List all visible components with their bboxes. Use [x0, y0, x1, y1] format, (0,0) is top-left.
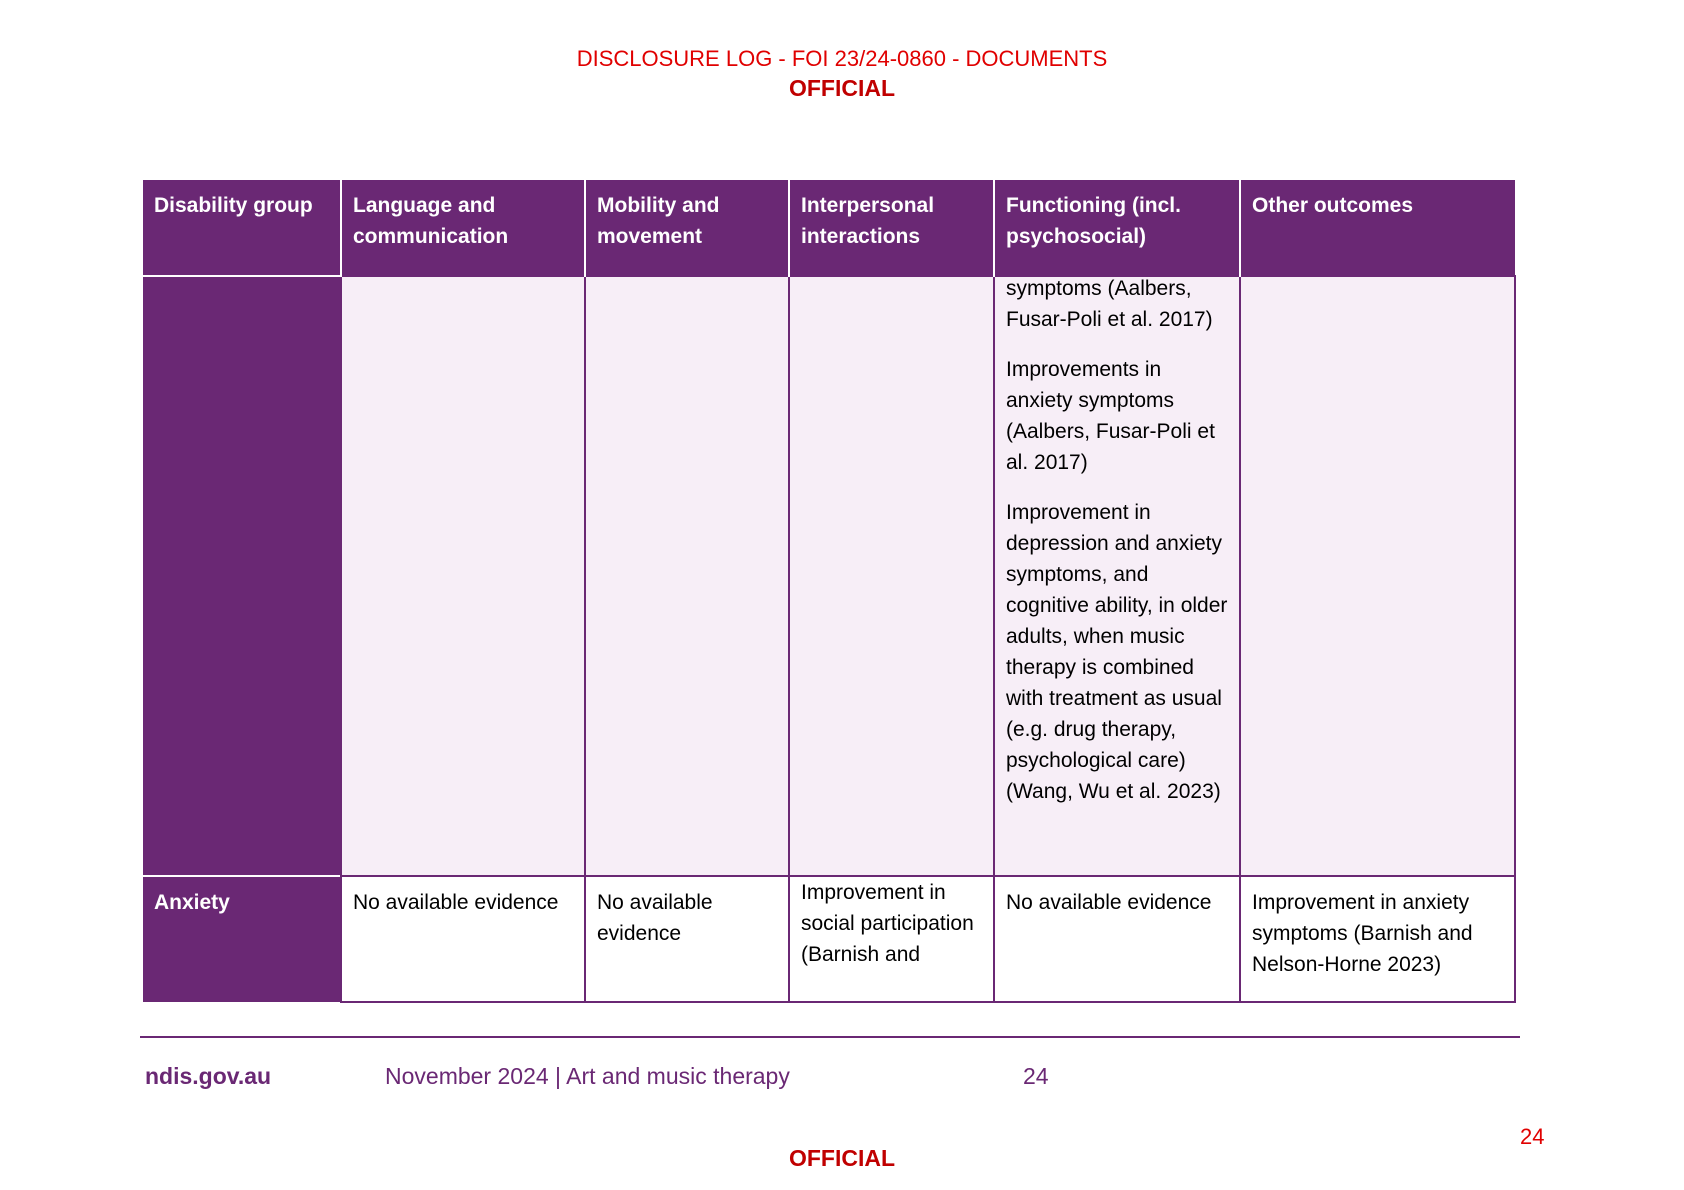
interpersonal-cell — [788, 275, 995, 877]
col-header-other-outcomes: Other outcomes — [1239, 180, 1515, 276]
disclosure-page-stamp: 24 — [1520, 1124, 1545, 1149]
footer-divider — [140, 1036, 1520, 1038]
functioning-cell: symptoms (Aalbers, Fusar-Poli et al. 201… — [993, 275, 1241, 877]
footer-page-number: 24 — [1023, 1063, 1049, 1089]
other-outcomes-cell: Improvement in anxiety symptoms (Barnish… — [1239, 875, 1516, 1003]
interpersonal-cell: Improvement in social participation (Bar… — [788, 875, 995, 1003]
table-row: Anxiety No available evidence No availab… — [143, 875, 1516, 1003]
language-cell — [340, 275, 586, 877]
mobility-cell: No available evidence — [584, 875, 790, 1003]
footer-document-title: November 2024 | Art and music therapy — [385, 1063, 790, 1089]
functioning-paragraph: Improvement in depression and anxiety sy… — [1006, 501, 1228, 803]
group-cell — [143, 275, 341, 876]
classification-header: OFFICIAL — [788, 75, 896, 101]
footer-site: ndis.gov.au — [145, 1063, 272, 1089]
col-header-disability-group: Disability group — [143, 180, 341, 276]
table-row: symptoms (Aalbers, Fusar-Poli et al. 201… — [143, 275, 1516, 877]
evidence-table: Disability group Language and communicat… — [143, 180, 1516, 1003]
mobility-cell — [584, 275, 790, 877]
functioning-paragraph: symptoms (Aalbers, Fusar-Poli et al. 201… — [1006, 277, 1213, 331]
language-cell: No available evidence — [340, 875, 586, 1003]
table-header-row: Disability group Language and communicat… — [143, 180, 1515, 276]
col-header-mobility: Mobility and movement — [584, 180, 789, 276]
classification-footer: OFFICIAL — [788, 1145, 896, 1171]
functioning-cell: No available evidence — [993, 875, 1241, 1003]
functioning-paragraph: Improvements in anxiety symptoms (Aalber… — [1006, 358, 1215, 474]
other-outcomes-cell — [1239, 275, 1516, 877]
disclosure-log-header: DISCLOSURE LOG - FOI 23/24-0860 - DOCUME… — [576, 46, 1108, 71]
col-header-language: Language and communication — [340, 180, 585, 276]
col-header-interpersonal: Interpersonal interactions — [788, 180, 994, 276]
col-header-functioning: Functioning (incl. psychosocial) — [993, 180, 1240, 276]
group-cell-anxiety: Anxiety — [143, 875, 341, 1002]
